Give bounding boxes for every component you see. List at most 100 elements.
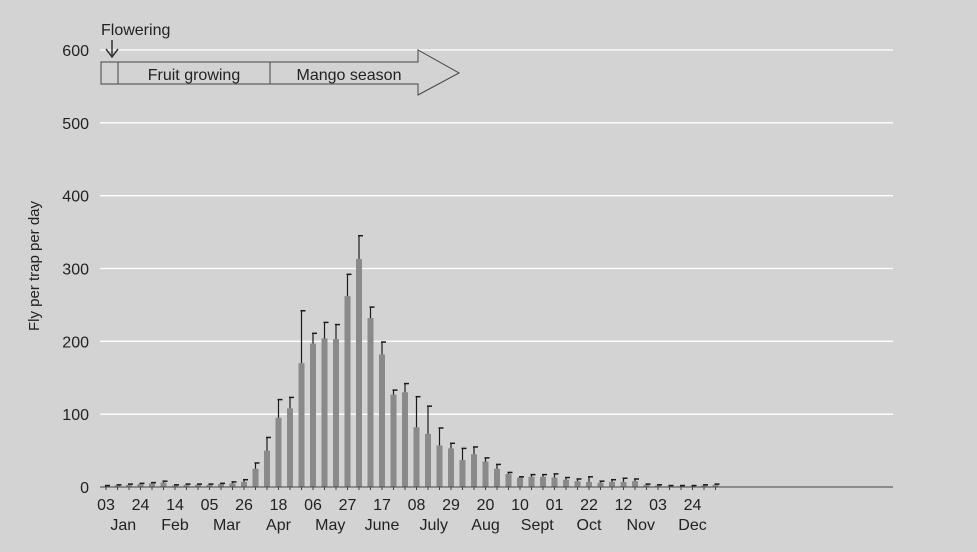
bar xyxy=(459,460,466,487)
bar xyxy=(643,484,650,487)
bar xyxy=(528,476,535,487)
x-date-label: 01 xyxy=(546,497,564,514)
y-tick-label: 100 xyxy=(62,407,89,424)
mango-season-label: Mango season xyxy=(297,67,402,84)
bar xyxy=(160,482,167,487)
bar xyxy=(701,485,707,487)
x-month-label: Jan xyxy=(110,517,136,534)
bar xyxy=(597,482,604,487)
x-date-label: 08 xyxy=(408,497,426,514)
bar xyxy=(252,468,259,487)
x-month-label: Oct xyxy=(577,517,602,534)
bar xyxy=(126,484,132,487)
bar xyxy=(620,481,627,487)
bar xyxy=(436,445,443,487)
x-date-label: 10 xyxy=(511,497,529,514)
bar xyxy=(195,484,201,487)
bar xyxy=(413,427,420,487)
bar xyxy=(287,408,293,487)
x-date-label: 24 xyxy=(684,497,702,514)
x-date-label: 12 xyxy=(615,497,633,514)
y-tick-label: 500 xyxy=(62,116,89,133)
x-month-label: Mar xyxy=(213,517,241,534)
bar xyxy=(310,343,316,487)
bar xyxy=(206,484,213,487)
x-month-label: Feb xyxy=(161,517,189,534)
x-date-label: 14 xyxy=(166,497,184,514)
x-date-label: 18 xyxy=(270,497,288,514)
bar xyxy=(712,484,719,487)
x-month-label: Aug xyxy=(471,517,499,534)
x-date-label: 29 xyxy=(442,497,460,514)
bar xyxy=(183,484,190,487)
bar xyxy=(114,485,121,487)
bar xyxy=(149,483,155,487)
gridlines xyxy=(100,49,893,415)
bar xyxy=(172,485,178,487)
bar xyxy=(471,454,477,487)
bar xyxy=(574,481,581,487)
bar xyxy=(586,481,592,487)
bar xyxy=(218,484,224,487)
bar xyxy=(356,259,362,487)
x-axis: 03 24 14 05 26 18 06 27 17 08 29 20 10 01 22 12 03 24 Jan F… xyxy=(97,486,893,534)
flowering-arrow-head xyxy=(105,48,119,59)
bar xyxy=(275,417,282,487)
flowering-label: Flowering xyxy=(101,22,170,39)
bar xyxy=(321,338,328,487)
x-date-label: 03 xyxy=(649,497,667,514)
bar xyxy=(390,394,397,487)
y-tick-label: 400 xyxy=(62,189,89,206)
bar xyxy=(609,481,615,487)
x-date-label: 05 xyxy=(201,497,219,514)
bar xyxy=(448,448,454,487)
y-tick-label: 600 xyxy=(62,43,89,60)
x-date-label: 06 xyxy=(304,497,322,514)
bar xyxy=(505,473,512,487)
x-date-label: 26 xyxy=(235,497,253,514)
bar xyxy=(540,476,546,487)
bar xyxy=(551,477,558,487)
x-date-label: 17 xyxy=(373,497,391,514)
y-axis-label: Fly per trap per day xyxy=(26,200,43,331)
bar xyxy=(298,363,305,487)
bar xyxy=(632,481,638,487)
x-month-label: Sept xyxy=(521,517,554,534)
x-month-label: Nov xyxy=(627,517,655,534)
season-annotation: Flowering Fruit growing Mango season xyxy=(100,22,461,96)
bar xyxy=(494,468,500,487)
bar xyxy=(402,392,408,487)
bar xyxy=(229,483,236,487)
season-arrow xyxy=(100,49,461,96)
bar xyxy=(655,485,661,487)
error-bars xyxy=(105,234,720,487)
y-axis-ticks: 0 100 200 300 400 500 600 xyxy=(62,43,89,497)
bar xyxy=(517,477,523,487)
fruit-growing-label: Fruit growing xyxy=(148,67,240,84)
bars xyxy=(103,259,719,488)
x-month-label: Dec xyxy=(678,517,706,534)
bar xyxy=(367,318,374,487)
y-tick-label: 0 xyxy=(80,480,89,497)
x-date-label: 24 xyxy=(132,497,150,514)
x-month-label: June xyxy=(365,517,400,534)
bar xyxy=(333,339,339,487)
bar xyxy=(241,481,247,487)
y-tick-label: 200 xyxy=(62,334,89,351)
bar xyxy=(379,354,385,487)
bar xyxy=(137,484,144,487)
x-month-label: July xyxy=(420,517,448,534)
x-date-label: 22 xyxy=(580,497,598,514)
bar xyxy=(563,479,569,487)
x-date-label: 20 xyxy=(477,497,495,514)
bar xyxy=(264,450,270,487)
x-date-label: 27 xyxy=(339,497,357,514)
x-month-label: May xyxy=(315,517,345,534)
x-date-label: 03 xyxy=(97,497,115,514)
bar xyxy=(425,433,431,487)
y-tick-label: 300 xyxy=(62,262,89,279)
bar xyxy=(482,461,489,487)
bar xyxy=(344,296,351,487)
